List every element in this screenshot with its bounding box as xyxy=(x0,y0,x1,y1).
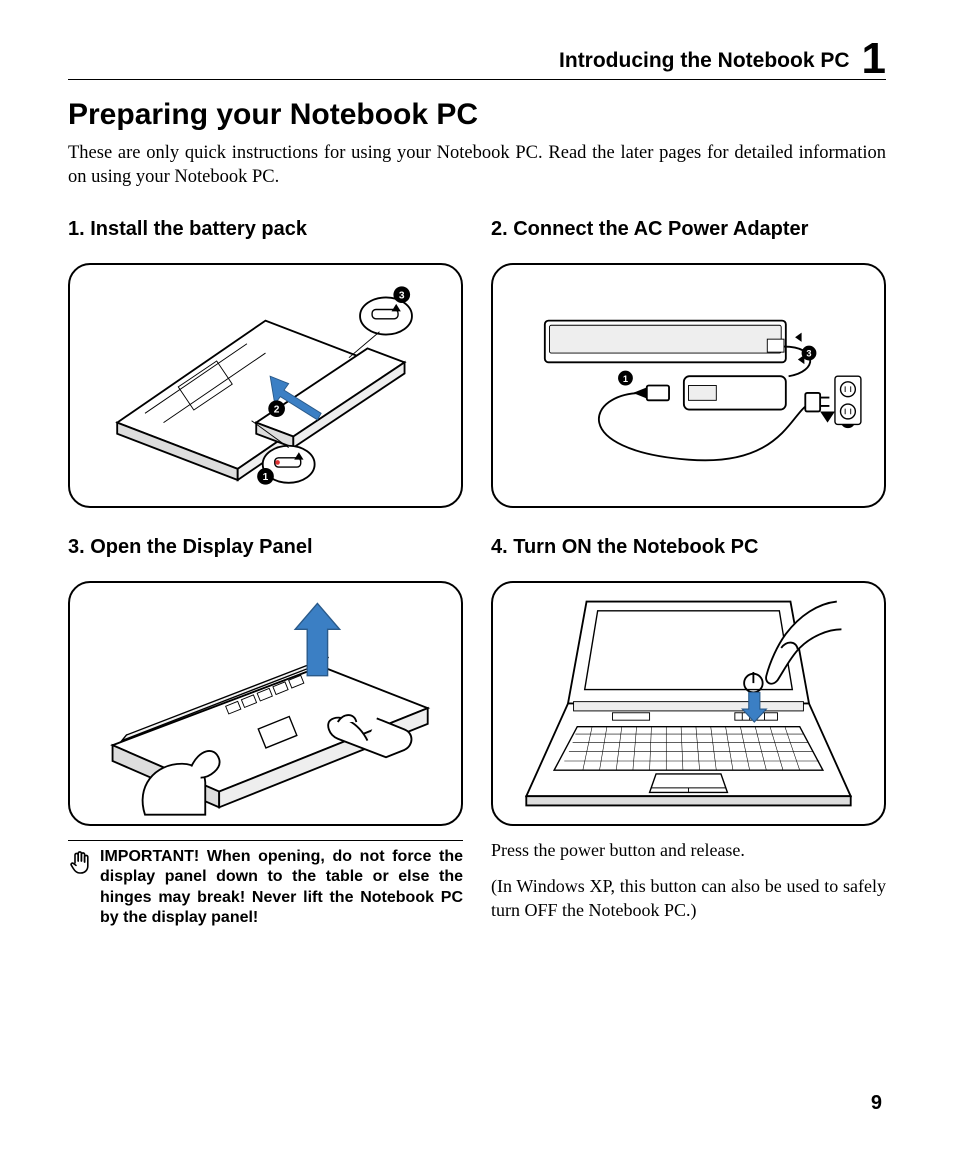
step-1: 1. Install the battery pack xyxy=(68,218,463,508)
svg-text:1: 1 xyxy=(623,374,628,384)
important-label: IMPORTANT! xyxy=(100,848,207,865)
step-3: 3. Open the Display Panel xyxy=(68,536,463,929)
step-2: 2. Connect the AC Power Adapter xyxy=(491,218,886,508)
step-2-diagram: 1 2 xyxy=(491,263,886,508)
press-text: Press the power button and release. xyxy=(491,838,886,862)
step-1-title: 1. Install the battery pack xyxy=(68,218,463,241)
svg-text:2: 2 xyxy=(274,404,280,415)
step-2-title: 2. Connect the AC Power Adapter xyxy=(491,218,886,241)
svg-text:3: 3 xyxy=(399,290,405,301)
step-4-diagram xyxy=(491,581,886,826)
steps-grid: 1. Install the battery pack xyxy=(68,218,886,929)
page-title: Preparing your Notebook PC xyxy=(68,98,886,132)
svg-text:1: 1 xyxy=(263,472,269,483)
page-number: 9 xyxy=(871,1092,882,1115)
intro-paragraph: These are only quick instructions for us… xyxy=(68,142,886,189)
important-text: IMPORTANT! When opening, do not force th… xyxy=(100,847,463,929)
step-4-title: 4. Turn ON the Notebook PC xyxy=(491,536,886,559)
chapter-header: Introducing the Notebook PC 1 xyxy=(68,40,886,80)
xp-text: (In Windows XP, this button can also be … xyxy=(491,874,886,923)
hand-icon xyxy=(68,849,92,877)
step-4: 4. Turn ON the Notebook PC xyxy=(491,536,886,929)
svg-text:3: 3 xyxy=(806,348,811,358)
step-3-diagram xyxy=(68,581,463,826)
chapter-number: 1 xyxy=(862,40,886,77)
step-3-title: 3. Open the Display Panel xyxy=(68,536,463,559)
important-note: IMPORTANT! When opening, do not force th… xyxy=(68,840,463,929)
step-1-diagram: 2 3 1 xyxy=(68,263,463,508)
chapter-title: Introducing the Notebook PC xyxy=(559,50,849,77)
